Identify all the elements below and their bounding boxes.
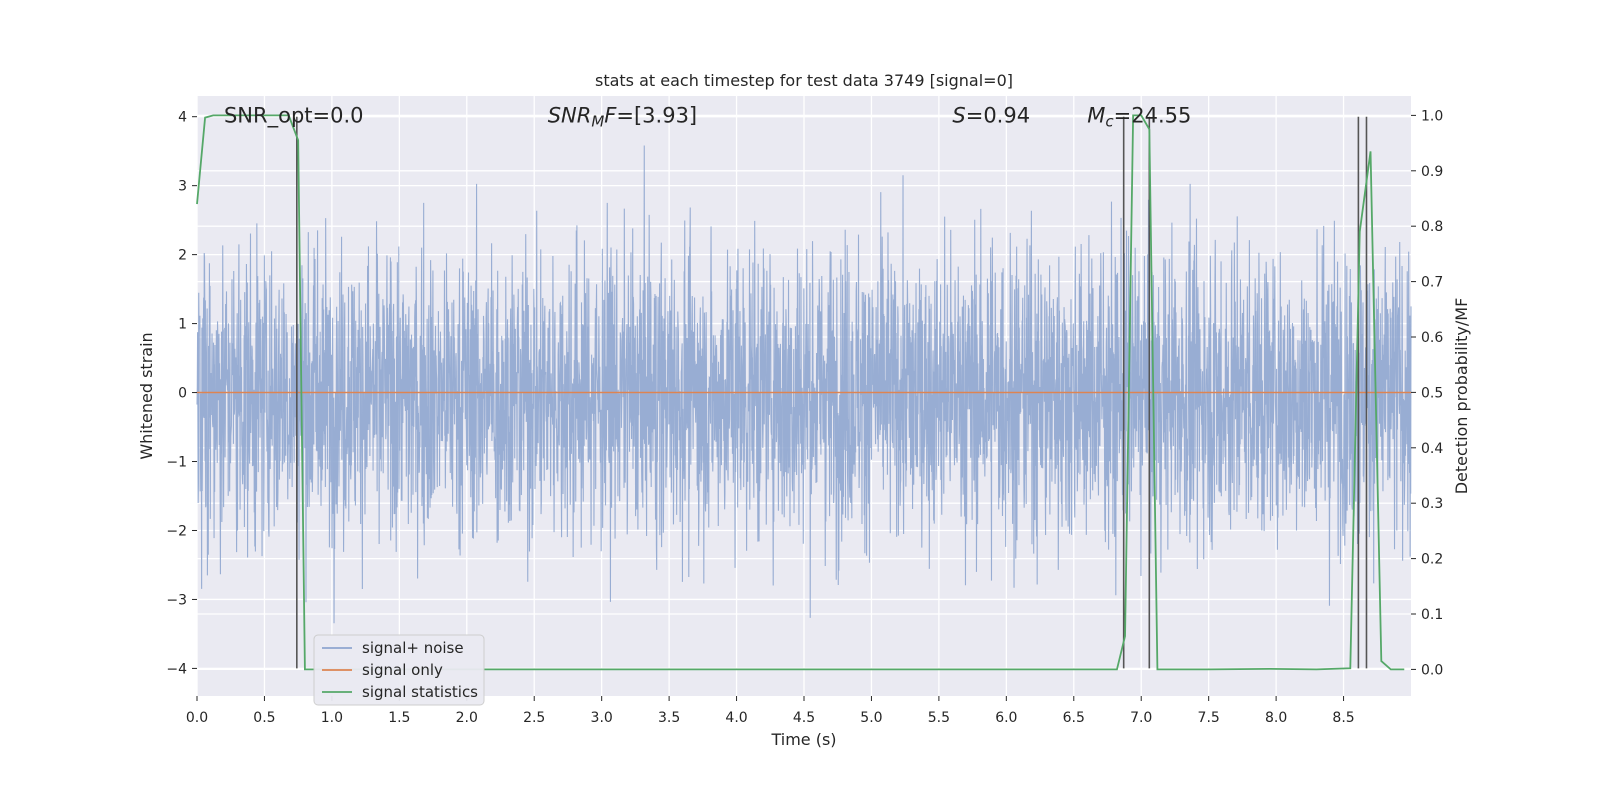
annotation-part: M [591, 113, 604, 131]
x-tick-label: 1.5 [388, 710, 410, 726]
annotations: SNR_opt=0.0 SNRMF=[3.93] S=0.94 Mc=24.55 [224, 104, 1191, 131]
y2-tick-label: 0.2 [1421, 552, 1443, 568]
legend-label: signal statistics [362, 683, 478, 701]
x-tick-label: 1.0 [321, 710, 343, 726]
y2-tick-label: 1.0 [1421, 108, 1443, 124]
x-tick-label: 8.5 [1332, 710, 1354, 726]
x-axis-label: Time (s) [770, 730, 836, 749]
y-tick-label: −1 [166, 455, 187, 471]
y-axis-label: Whitened strain [137, 332, 156, 459]
y-tick-label: −4 [166, 661, 187, 677]
x-axis-ticks: 0.0 0.5 1.0 1.5 2.0 2.5 3.0 3.5 4.0 4.5 5.0 5.5 6.0 6… [186, 696, 1355, 726]
x-tick-label: 4.5 [793, 710, 815, 726]
y2-tick-label: 0.5 [1421, 385, 1443, 401]
y-tick-label: 0 [178, 386, 187, 402]
signal-noise-series [196, 145, 1412, 624]
annotation: SNRMF=[3.93] [548, 104, 697, 131]
legend-label: signal+ noise [362, 639, 464, 657]
legend-label: signal only [362, 661, 443, 679]
y-tick-label: −2 [166, 523, 187, 539]
y2-axis-label: Detection probability/MF [1452, 298, 1471, 495]
x-tick-label: 2.5 [523, 710, 545, 726]
annotation: S=0.94 [952, 104, 1030, 128]
annotation-part: S [952, 104, 965, 128]
x-tick-label: 0.5 [253, 710, 275, 726]
y-tick-label: 4 [178, 110, 187, 126]
annotation-part: =[3.93] [616, 104, 697, 128]
y-axis-ticks: −4 −3 −2 −1 0 1 2 3 4 [166, 110, 197, 677]
y-tick-label: 1 [178, 317, 187, 333]
x-tick-label: 6.5 [1063, 710, 1085, 726]
y2-tick-label: 0.6 [1421, 330, 1443, 346]
signal-statistics-line [196, 114, 1405, 671]
y2-tick-label: 0.1 [1421, 607, 1443, 623]
y2-tick-label: 0.4 [1421, 441, 1443, 457]
y-tick-label: 3 [178, 179, 187, 195]
x-tick-label: 0.0 [186, 710, 208, 726]
annotation: SNR_opt=0.0 [224, 104, 364, 129]
annotation: Mc=24.55 [1087, 104, 1191, 131]
y2-tick-label: 0.7 [1421, 275, 1443, 291]
legend: signal+ noise signal only signal statistic… [313, 634, 485, 706]
annotation-part: SNR [548, 104, 592, 128]
annotation-part: F [604, 104, 617, 128]
x-tick-label: 7.0 [1130, 710, 1152, 726]
y-tick-label: −3 [166, 592, 187, 608]
x-tick-label: 7.5 [1198, 710, 1220, 726]
detection-markers [296, 116, 1368, 669]
x-tick-label: 6.0 [995, 710, 1017, 726]
y2-tick-label: 0.0 [1421, 662, 1443, 678]
annotation-part: c [1105, 113, 1114, 131]
y2-tick-label: 0.9 [1421, 164, 1443, 180]
legend-box [313, 634, 485, 706]
x-tick-label: 2.0 [456, 710, 478, 726]
annotation-part: =0.94 [966, 104, 1030, 128]
y-tick-label: 2 [178, 248, 187, 264]
x-tick-label: 4.0 [725, 710, 747, 726]
x-tick-label: 8.0 [1265, 710, 1287, 726]
y2-axis-ticks: 0.0 0.1 0.2 0.3 0.4 0.5 0.6 0.7 0.8 0.9 1.0 [1411, 108, 1443, 678]
x-tick-label: 5.5 [928, 710, 950, 726]
y2-tick-label: 0.3 [1421, 496, 1443, 512]
signal-statistics-series [196, 114, 1405, 671]
x-tick-label: 3.5 [658, 710, 680, 726]
chart-title: stats at each timestep for test data 374… [595, 71, 1013, 90]
x-tick-label: 3.0 [591, 710, 613, 726]
annotation-part: =24.55 [1114, 104, 1192, 128]
x-tick-label: 5.0 [860, 710, 882, 726]
annotation-part: M [1087, 104, 1105, 128]
noise-line [196, 145, 1412, 624]
y2-tick-label: 0.8 [1421, 219, 1443, 235]
